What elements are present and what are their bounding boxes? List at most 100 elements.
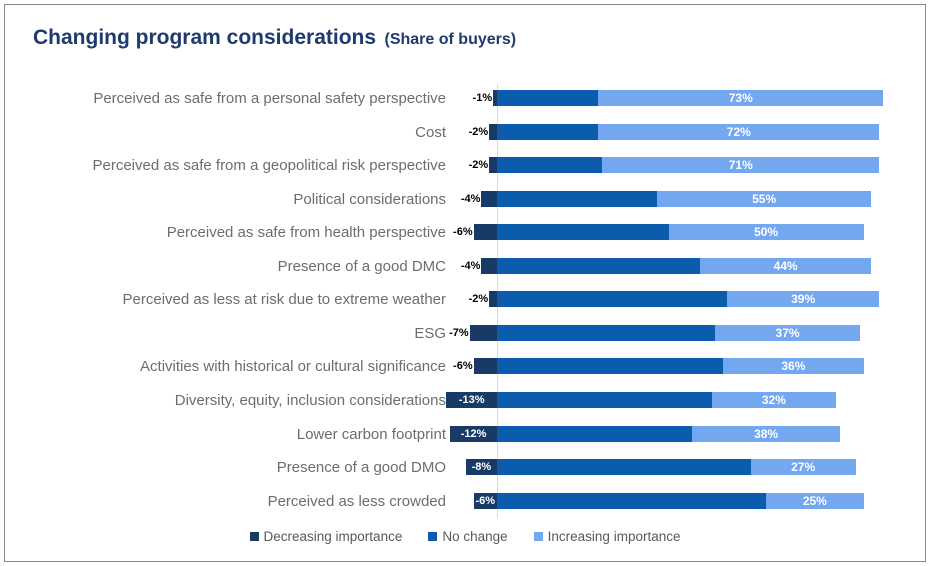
bar-segment-decreasing: -12% [450, 425, 497, 442]
bar-segment-no-change [497, 257, 700, 274]
bar-segment-increasing: 72% [598, 123, 880, 140]
increasing-value-label: 55% [752, 191, 777, 206]
bar-segment-decreasing: -8% [465, 459, 497, 476]
category-label: ESG [414, 324, 446, 342]
bar-segment-increasing: 73% [598, 90, 884, 106]
chart-row: ESG -7% 37% [0, 324, 930, 342]
category-label: Presence of a good DMC [277, 257, 446, 275]
legend-label: No change [442, 529, 508, 544]
bar-segment-no-change [497, 492, 767, 509]
increasing-value-label: 38% [754, 426, 779, 441]
bar-segment-increasing: 25% [766, 492, 864, 509]
category-label: Perceived as less crowded [267, 492, 446, 510]
decreasing-value-label: -2% [468, 293, 489, 306]
chart-title-sub: (Share of buyers) [384, 31, 517, 48]
bar-segment-increasing: 36% [723, 358, 864, 375]
bar-segment-no-change [497, 358, 724, 375]
decreasing-value-label: -4% [460, 259, 481, 272]
bar-segment-decreasing: -6% [473, 492, 497, 509]
bar-segment-no-change [497, 291, 728, 308]
bar-segment-no-change [497, 123, 599, 140]
category-label: Perceived as safe from health perspectiv… [166, 224, 446, 242]
decreasing-value-label: -6% [453, 360, 473, 373]
increasing-value-label: 25% [802, 493, 827, 508]
bar-segment-no-change [497, 391, 712, 408]
decreasing-value-label: -2% [468, 159, 489, 172]
legend-label: Decreasing importance [263, 529, 403, 544]
bar-segment-no-change [497, 157, 603, 174]
bar-segment-no-change [497, 459, 751, 476]
bar-segment-increasing: 32% [711, 391, 837, 408]
category-label: Lower carbon footprint [296, 425, 446, 443]
category-label: Perceived as safe from a geopolitical ri… [92, 157, 447, 175]
category-label: Cost [415, 123, 446, 141]
bar-segment-decreasing [489, 157, 497, 174]
increasing-value-label: 71% [728, 158, 753, 173]
bar-segment-increasing: 44% [699, 257, 872, 274]
chart-row: Perceived as safe from a geopolitical ri… [0, 157, 930, 175]
category-label: Presence of a good DMO [276, 459, 446, 477]
increasing-value-label: 50% [754, 225, 779, 240]
bar-segment-decreasing [469, 324, 497, 341]
bar-segment-increasing: 71% [602, 157, 880, 174]
chart-row: Cost -2% 72% [0, 123, 930, 141]
legend: Decreasing importance No change Increasing… [0, 529, 930, 544]
legend-label: Increasing importance [547, 529, 681, 544]
legend-item-no_change: No change [428, 529, 508, 544]
bar-segment-decreasing [481, 257, 497, 274]
decreasing-value-label: -6% [475, 494, 496, 507]
bar-segment-increasing: 38% [692, 425, 841, 442]
bar-segment-increasing: 39% [727, 291, 880, 308]
category-label: Diversity, equity, inclusion considerati… [174, 391, 446, 409]
decreasing-value-label: -7% [449, 326, 469, 339]
chart-title: Changing program considerations (Share o… [33, 26, 516, 50]
chart-row: Perceived as less crowded -6% 25% [0, 492, 930, 510]
increasing-value-label: 44% [773, 258, 798, 273]
category-label: Perceived as safe from a personal safety… [93, 90, 446, 107]
bar-segment-no-change [497, 224, 669, 241]
bar-segment-no-change [497, 190, 657, 207]
increasing-value-label: 39% [791, 292, 816, 307]
decreasing-value-label: -1% [472, 92, 493, 104]
bar-segment-no-change [497, 425, 692, 442]
chart-row: Perceived as safe from health perspectiv… [0, 224, 930, 242]
bar-segment-increasing: 55% [656, 190, 872, 207]
legend-item-decreasing: Decreasing importance [249, 529, 403, 544]
category-label: Perceived as less at risk due to extreme… [122, 291, 446, 309]
chart-row: Presence of a good DMO -8% 27% [0, 459, 930, 477]
chart-row: Diversity, equity, inclusion considerati… [0, 391, 930, 409]
increasing-value-label: 36% [781, 359, 806, 374]
chart-title-main: Changing program considerations [33, 26, 377, 49]
bar-segment-decreasing [473, 224, 497, 241]
legend-item-increasing: Increasing importance [533, 529, 681, 544]
bar-segment-decreasing [481, 190, 497, 207]
decreasing-value-label: -12% [460, 427, 487, 440]
chart-row: Political considerations -4% 55% [0, 190, 930, 208]
bar-segment-increasing: 50% [668, 224, 864, 241]
legend-marker-increasing [533, 532, 543, 541]
bar-segment-no-change [497, 324, 716, 341]
increasing-value-label: 37% [775, 325, 800, 340]
bar-segment-decreasing [489, 123, 497, 140]
legend-marker-no_change [428, 532, 438, 541]
chart-row: Perceived as less at risk due to extreme… [0, 291, 930, 309]
bar-segment-decreasing [489, 291, 497, 308]
category-label: Political considerations [293, 190, 446, 208]
chart-row: Perceived as safe from a personal safety… [0, 90, 930, 106]
bar-segment-increasing: 37% [715, 324, 860, 341]
bar-segment-no-change [497, 90, 599, 106]
decreasing-value-label: -13% [458, 393, 485, 406]
increasing-value-label: 73% [728, 91, 753, 105]
bar-segment-increasing: 27% [750, 459, 856, 476]
chart-row: Activities with historical or cultural s… [0, 358, 930, 376]
decreasing-value-label: -4% [460, 192, 481, 205]
bar-segment-decreasing: -13% [446, 391, 497, 408]
decreasing-value-label: -2% [468, 125, 489, 138]
chart-row: Presence of a good DMC -4% 44% [0, 257, 930, 275]
chart-row: Lower carbon footprint -12% 38% [0, 425, 930, 443]
increasing-value-label: 72% [726, 124, 751, 139]
category-label: Activities with historical or cultural s… [140, 358, 446, 376]
bar-segment-decreasing [493, 90, 497, 106]
